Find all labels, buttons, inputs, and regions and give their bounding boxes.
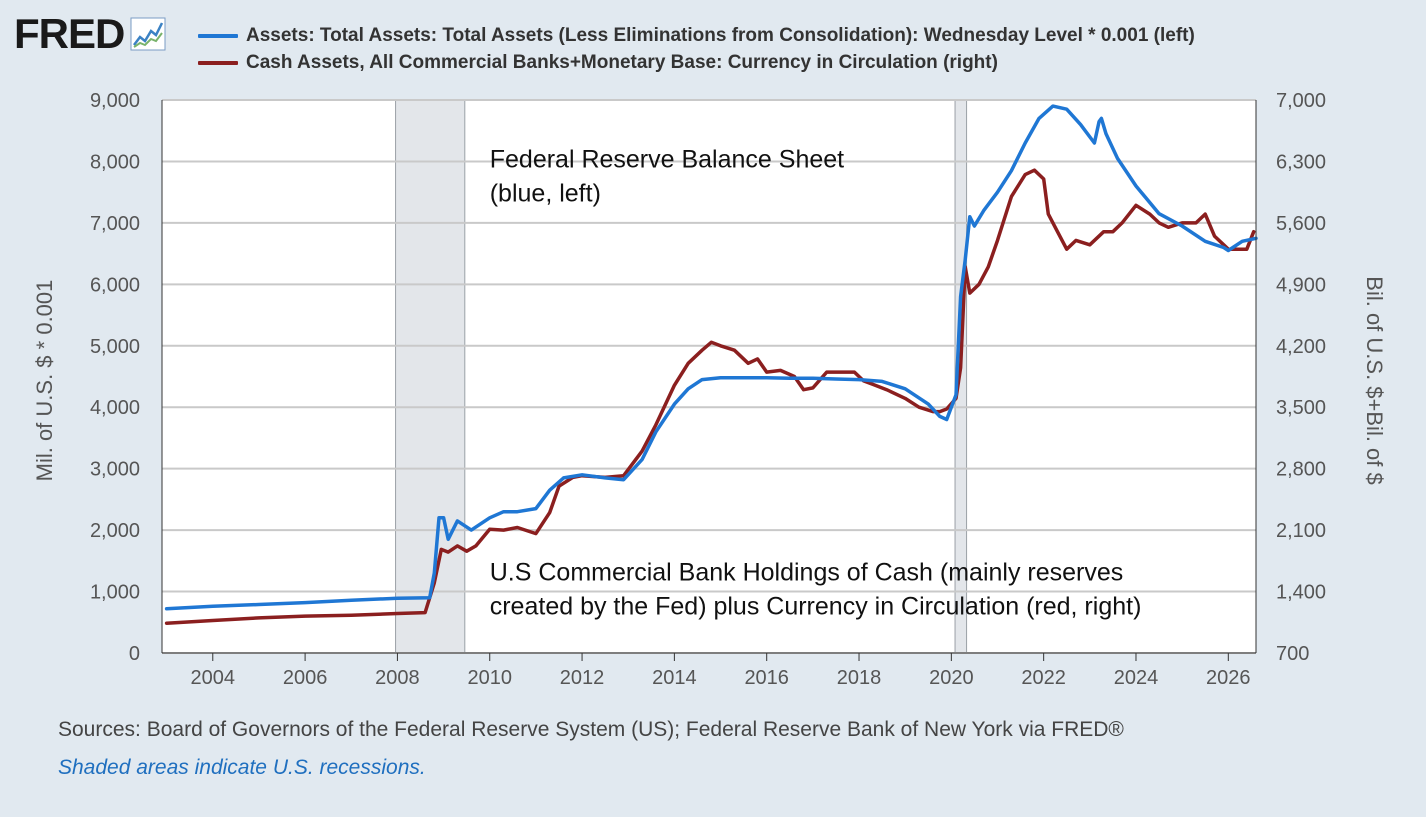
y-axis-label-right: Bil. of U.S. $+Bil. of $ bbox=[1362, 276, 1387, 484]
y-tick-label-left: 8,000 bbox=[90, 151, 140, 173]
y-tick-label-left: 2,000 bbox=[90, 520, 140, 542]
y-tick-label-left: 4,000 bbox=[90, 397, 140, 419]
y-tick-label-left: 3,000 bbox=[90, 459, 140, 481]
x-tick-label: 2024 bbox=[1114, 667, 1159, 689]
fred-logo-area[interactable]: FRED bbox=[14, 10, 166, 57]
chart-legend: Assets: Total Assets: Total Assets (Less… bbox=[198, 22, 1195, 76]
x-tick-label: 2006 bbox=[283, 667, 328, 689]
x-tick-label: 2012 bbox=[560, 667, 605, 689]
y-tick-label-right: 700 bbox=[1276, 643, 1309, 665]
annotation-layer: Federal Reserve Balance Sheet (blue, left… bbox=[490, 146, 1142, 621]
series-layer bbox=[164, 104, 1258, 625]
annotation-text: U.S Commercial Bank Holdings of Cash (ma… bbox=[490, 558, 1124, 586]
legend-item-total-assets[interactable]: Assets: Total Assets: Total Assets (Less… bbox=[198, 22, 1195, 49]
x-tick-label: 2014 bbox=[652, 667, 697, 689]
y-tick-label-right: 4,900 bbox=[1276, 274, 1326, 296]
sources-text: Sources: Board of Governors of the Feder… bbox=[58, 718, 1124, 741]
legend-swatch-red bbox=[198, 60, 238, 65]
y-tick-label-left: 1,000 bbox=[90, 582, 140, 604]
x-tick-label: 2004 bbox=[191, 667, 236, 689]
x-tick-label: 2026 bbox=[1206, 667, 1251, 689]
y-tick-label-right: 3,500 bbox=[1276, 397, 1326, 419]
x-tick-label: 2010 bbox=[467, 667, 512, 689]
annotation-text: created by the Fed) plus Currency in Cir… bbox=[490, 592, 1142, 620]
line-chart: Federal Reserve Balance Sheet (blue, left… bbox=[32, 90, 1387, 689]
annotation-text: (blue, left) bbox=[490, 180, 601, 208]
y-tick-label-left: 6,000 bbox=[90, 274, 140, 296]
y-tick-label-left: 5,000 bbox=[90, 336, 140, 358]
series-line-red bbox=[164, 168, 1256, 625]
y-tick-label-right: 4,200 bbox=[1276, 336, 1326, 358]
fred-logo[interactable]: FRED bbox=[14, 10, 125, 57]
legend-swatch-blue bbox=[198, 33, 238, 38]
y-tick-label-right: 1,400 bbox=[1276, 582, 1326, 604]
y-tick-label-right: 2,100 bbox=[1276, 520, 1326, 542]
recession-note: Shaded areas indicate U.S. recessions. bbox=[58, 756, 426, 779]
y-tick-label-right: 5,600 bbox=[1276, 213, 1326, 235]
plot-area bbox=[162, 100, 1256, 653]
y-tick-label-left: 9,000 bbox=[90, 90, 140, 112]
line-chart-icon bbox=[130, 17, 166, 51]
recession-band bbox=[395, 100, 465, 653]
x-tick-label: 2016 bbox=[744, 667, 789, 689]
y-tick-label-left: 0 bbox=[129, 643, 140, 665]
y-axis-label-left: Mil. of U.S. $ * 0.001 bbox=[32, 280, 57, 482]
y-tick-label-left: 7,000 bbox=[90, 213, 140, 235]
y-tick-label-right: 2,800 bbox=[1276, 459, 1326, 481]
axis-layer: 0 1,000 2,000 3,000 4,000 5,000 6,000 7,000 8,00… bbox=[32, 90, 1387, 689]
y-tick-label-right: 7,000 bbox=[1276, 90, 1326, 112]
series-line-blue bbox=[164, 104, 1258, 611]
legend-label: Assets: Total Assets: Total Assets (Less… bbox=[246, 24, 1195, 46]
x-tick-label: 2018 bbox=[837, 667, 882, 689]
legend-item-cash-assets[interactable]: Cash Assets, All Commercial Banks+Moneta… bbox=[198, 49, 1195, 76]
y-tick-label-right: 6,300 bbox=[1276, 151, 1326, 173]
legend-label: Cash Assets, All Commercial Banks+Moneta… bbox=[246, 51, 998, 73]
x-tick-label: 2022 bbox=[1021, 667, 1066, 689]
annotation-text: Federal Reserve Balance Sheet bbox=[490, 146, 844, 174]
x-tick-label: 2020 bbox=[929, 667, 974, 689]
x-tick-label: 2008 bbox=[375, 667, 420, 689]
